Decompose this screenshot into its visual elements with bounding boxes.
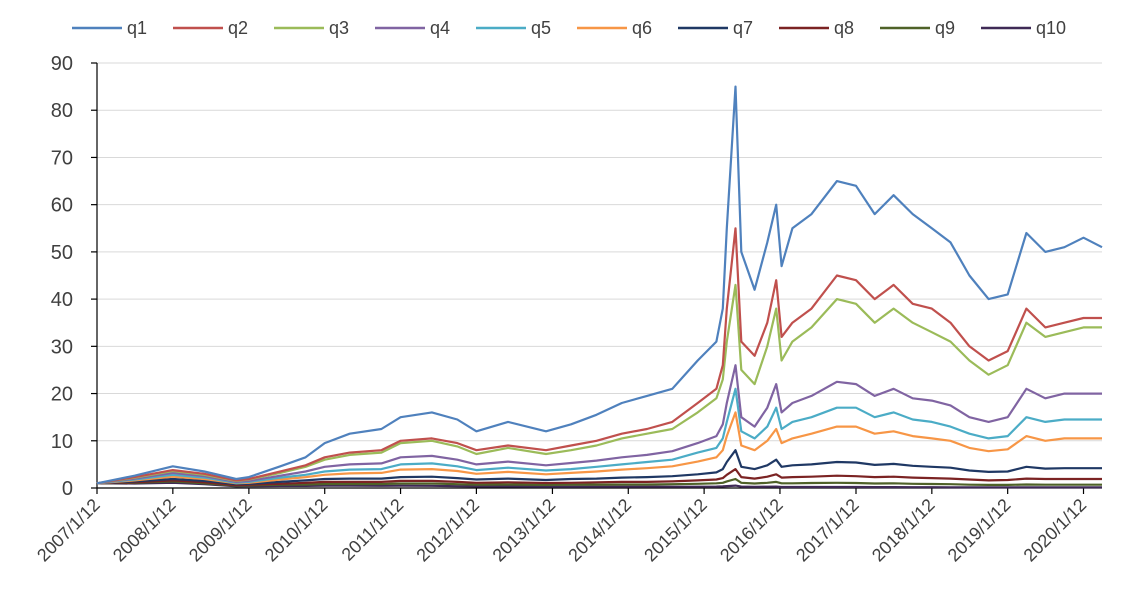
x-tick-label: 2007/1/12	[33, 495, 104, 566]
legend-label-q10: q10	[1036, 18, 1066, 38]
y-tick-label: 90	[51, 53, 73, 75]
x-tick-label: 2019/1/12	[944, 495, 1015, 566]
legend-label-q5: q5	[531, 18, 551, 38]
y-tick-label: 0	[62, 478, 73, 500]
x-tick-label: 2017/1/12	[792, 495, 863, 566]
x-tick-label: 2014/1/12	[564, 495, 635, 566]
x-tick-label: 2012/1/12	[412, 495, 483, 566]
series-line-q10	[96, 481, 1102, 489]
legend-label-q4: q4	[430, 18, 450, 38]
x-tick-label: 2008/1/12	[109, 495, 180, 566]
legend-label-q7: q7	[733, 18, 753, 38]
series-line-q3	[96, 283, 1102, 485]
series-line-q5	[96, 387, 1102, 485]
series-line-q7	[96, 449, 1102, 486]
legend: q1 q2 q3 q4 q5 q6 q7 q8 q9 q10	[72, 18, 1066, 38]
legend-label-q3: q3	[329, 18, 349, 38]
y-tick-label: 10	[51, 431, 73, 453]
gridlines	[97, 62, 1102, 442]
x-tick-label: 2009/1/12	[185, 495, 256, 566]
y-tick-label: 40	[51, 289, 73, 311]
y-tick-label: 70	[51, 147, 73, 169]
series-line-q2	[96, 227, 1102, 485]
legend-label-q6: q6	[632, 18, 652, 38]
x-tick-label: 2015/1/12	[640, 495, 711, 566]
series-line-q6	[96, 411, 1102, 485]
series-line-q1	[96, 85, 1103, 485]
axes: 0 10 20 30 40 50 60 70 80 90 2007/1/12 2008/1/12 200…	[33, 53, 1102, 565]
y-tick-label: 50	[51, 242, 73, 264]
series-lines	[96, 85, 1103, 489]
y-tick-label: 20	[51, 384, 73, 406]
legend-label-q2: q2	[228, 18, 248, 38]
x-tick-label: 2016/1/12	[716, 495, 787, 566]
legend-label-q9: q9	[935, 18, 955, 38]
y-tick-label: 80	[51, 100, 73, 122]
x-tick-label: 2010/1/12	[261, 495, 332, 566]
series-line-q4	[96, 364, 1102, 485]
x-tick-label: 2020/1/12	[1020, 495, 1091, 566]
y-tick-label: 30	[51, 336, 73, 358]
y-tick-label: 60	[51, 195, 73, 217]
x-tick-label: 2018/1/12	[868, 495, 939, 566]
series-line-q9	[96, 477, 1102, 487]
legend-label-q1: q1	[127, 18, 147, 38]
legend-label-q8: q8	[834, 18, 854, 38]
series-line-q8	[96, 468, 1102, 487]
x-tick-label: 2011/1/12	[338, 495, 408, 565]
x-tick-label: 2013/1/12	[489, 495, 560, 566]
